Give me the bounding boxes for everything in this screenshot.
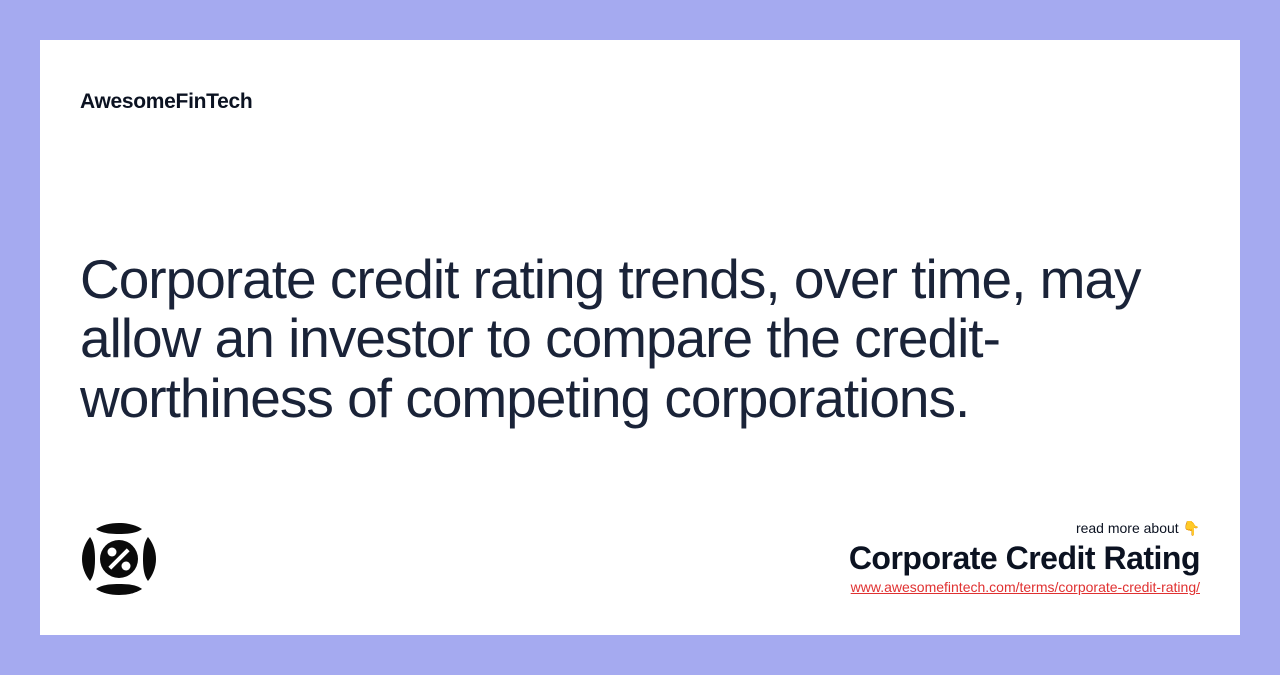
source-url-link[interactable]: www.awesomefintech.com/terms/corporate-c…: [851, 579, 1200, 595]
card-footer: read more about 👇 Corporate Credit Ratin…: [80, 520, 1200, 595]
read-more-label: read more about 👇: [1076, 520, 1200, 537]
brand-name: AwesomeFinTech: [80, 90, 1200, 114]
percent-logo-icon: [80, 523, 158, 595]
footer-info: read more about 👇 Corporate Credit Ratin…: [849, 520, 1200, 595]
topic-title: Corporate Credit Rating: [849, 539, 1200, 577]
content-card: AwesomeFinTech Corporate credit rating t…: [40, 40, 1240, 635]
main-description: Corporate credit rating trends, over tim…: [80, 250, 1180, 428]
